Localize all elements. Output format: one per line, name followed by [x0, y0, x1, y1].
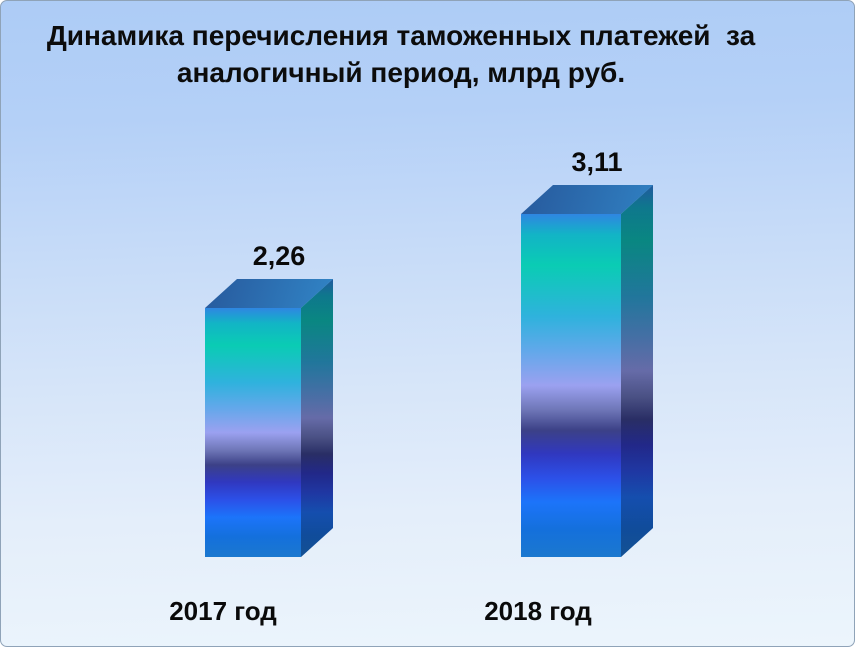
bar-2017-front-face [205, 308, 301, 557]
chart-title: Динамика перечисления таможенных платеже… [45, 17, 757, 91]
bar-2018-front-face [521, 214, 621, 557]
category-label-2018: 2018 год [484, 596, 592, 626]
chart-title-line-2: аналогичный период, млрд руб. [176, 57, 626, 88]
bar-2018: 3,11 [521, 147, 653, 557]
value-label-2018: 3,11 [571, 147, 623, 177]
value-label-2017: 2,26 [252, 241, 306, 271]
category-label-2017: 2017 год [169, 596, 277, 626]
bar-2017: 2,26 [205, 241, 333, 557]
chart-title-line-1: Динамика перечисления таможенных платеже… [46, 20, 756, 51]
